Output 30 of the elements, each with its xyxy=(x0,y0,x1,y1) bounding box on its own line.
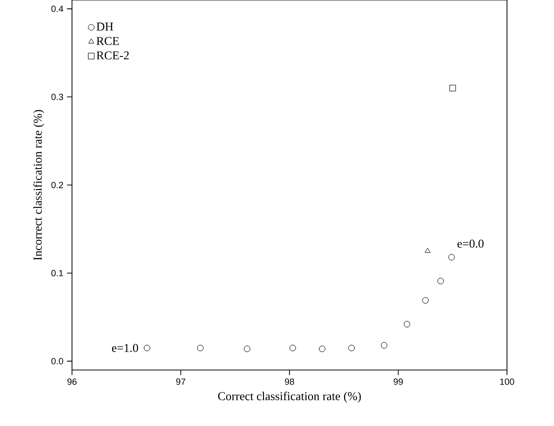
y-tick-label: 0.1 xyxy=(51,270,64,276)
point xyxy=(197,344,204,352)
y-tick-label: 0.0 xyxy=(51,358,64,364)
point xyxy=(449,84,456,92)
point xyxy=(404,320,410,328)
point xyxy=(244,346,250,352)
y-tick-label: 0.2 xyxy=(51,182,64,188)
x-tick-label: 96 xyxy=(67,378,77,385)
y-axis-title: Incorrect classification rate (%) xyxy=(33,110,44,260)
annotation: e=1.0 xyxy=(112,344,138,352)
y-tick-label: 0.3 xyxy=(51,94,64,100)
point xyxy=(348,344,355,352)
point xyxy=(422,297,429,304)
x-tick-label: 97 xyxy=(176,378,186,385)
x-tick-label: 100 xyxy=(500,378,514,385)
point xyxy=(448,254,455,260)
annotation: e=0.0 xyxy=(458,240,484,248)
point xyxy=(437,278,444,284)
point xyxy=(380,342,388,349)
point xyxy=(290,344,296,352)
legend-label: DH xyxy=(96,22,114,31)
point xyxy=(318,346,326,352)
x-axis-title: Correct classification rate (%) xyxy=(218,392,361,403)
point xyxy=(424,248,430,253)
y-tick-label: 0.4 xyxy=(51,6,64,12)
legend-label: RCE-2 xyxy=(96,51,129,60)
x-tick-label: 99 xyxy=(394,378,403,385)
x-tick-label: 98 xyxy=(284,378,294,385)
point xyxy=(144,344,150,352)
legend-label: RCE xyxy=(96,36,119,46)
